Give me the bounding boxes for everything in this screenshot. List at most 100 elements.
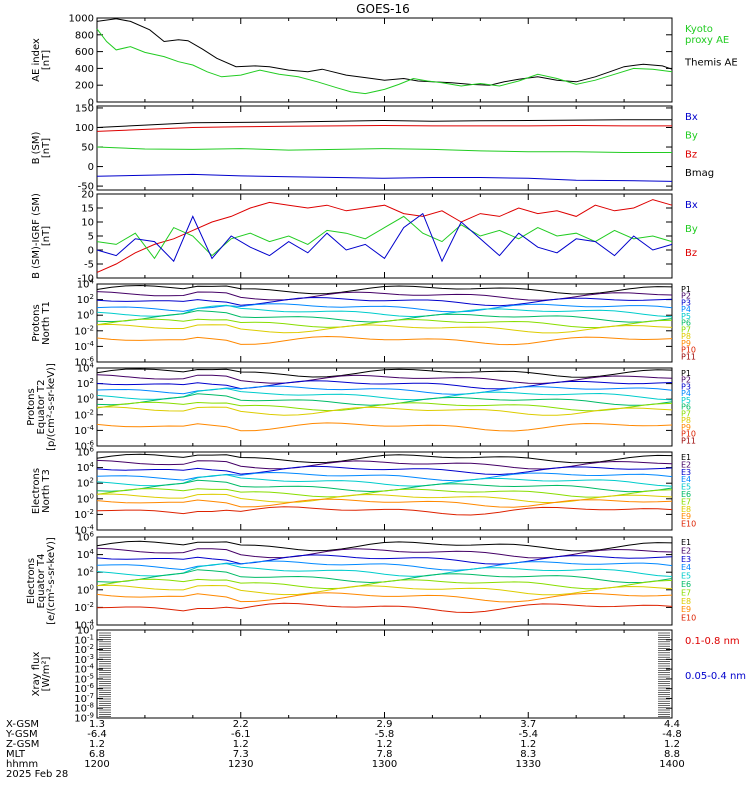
legend-p11: P11: [681, 436, 696, 445]
y-tick-label: 400: [75, 64, 94, 75]
band-e10: [96, 602, 673, 614]
y-tick-label: 10-8: [74, 702, 94, 715]
panel-xray: [96, 629, 673, 719]
y-tick-label: 800: [75, 30, 94, 41]
band-p5: [96, 387, 673, 401]
panel-bdiff: [96, 193, 673, 279]
ephem-value: 7.3: [233, 749, 249, 760]
y-tick-label: 150: [75, 103, 94, 114]
y-axis-label: B (SM): [31, 131, 42, 164]
ephem-value: 1300: [372, 759, 397, 770]
band-e3: [96, 554, 673, 565]
y-axis-label: Electrons: [31, 468, 42, 514]
legend-bx: Bx: [685, 200, 698, 211]
ephem-value: -6.4: [87, 729, 107, 740]
legend-p7: P7: [681, 409, 691, 418]
legend-e8: E8: [681, 505, 691, 514]
series-kyoto-proxy-ae: [96, 28, 673, 95]
ephem-value: 1.3: [89, 719, 105, 730]
legend-e9: E9: [681, 512, 691, 521]
panel-pe: [96, 367, 673, 447]
band-e6: [96, 569, 673, 584]
ephem-value: 1.2: [377, 739, 393, 750]
legend-e9: E9: [681, 605, 691, 614]
date-label: 2025 Feb 28: [6, 769, 68, 780]
y-tick-label: 10-7: [74, 692, 94, 705]
legend-p2: P2: [681, 292, 691, 301]
y-tick-label: 20: [81, 190, 94, 201]
y-tick-label: 106: [77, 446, 95, 459]
legend-e7: E7: [681, 588, 691, 597]
band-e4: [96, 560, 673, 571]
y-axis-label: [e/(cm²-s-sr-keV)]: [46, 537, 57, 625]
band-p7: [96, 318, 673, 329]
legend-e2: E2: [681, 460, 691, 469]
legend-e10: E10: [681, 614, 696, 623]
band-p1: [96, 368, 673, 378]
ephem-value: 1200: [84, 759, 109, 770]
legend-e6: E6: [681, 580, 691, 589]
band-p2: [96, 291, 673, 301]
y-tick-label: 10-2: [74, 601, 94, 614]
legend-p8: P8: [681, 332, 691, 341]
ephem-value: 8.8: [664, 749, 680, 760]
legend-p5: P5: [681, 312, 691, 321]
ephem-value: 7.8: [377, 749, 393, 760]
y-tick-label: -10: [78, 274, 94, 285]
legend-e6: E6: [681, 490, 691, 499]
band-p4: [96, 303, 673, 313]
panel-frame: [96, 193, 673, 279]
y-axis-label: B (SM)-IGRF (SM): [31, 193, 42, 279]
ephem-value: -5.4: [518, 729, 538, 740]
y-axis-label: Electrons: [26, 558, 37, 604]
legend-p3: P3: [681, 298, 691, 307]
band-e1: [96, 540, 673, 552]
band-e5: [96, 563, 673, 577]
panel-frame: [96, 367, 673, 447]
legend-e2: E2: [681, 546, 691, 555]
y-axis-label: Xray flux: [31, 652, 42, 697]
legend-p1: P1: [681, 369, 691, 378]
y-axis-label: [nT]: [41, 226, 52, 246]
y-tick-label: 104: [77, 362, 95, 375]
ephem-value: 1.2: [520, 739, 536, 750]
y-axis-label: Protons: [26, 388, 37, 425]
band-e7: [96, 578, 673, 590]
band-p6: [96, 393, 673, 406]
ephem-value: -5.8: [375, 729, 395, 740]
y-tick-label: 10: [81, 218, 94, 229]
legend-p4: P4: [681, 305, 691, 314]
y-tick-label: 10-2: [74, 324, 94, 337]
y-tick-label: 10-4: [74, 619, 94, 632]
legend-e1: E1: [681, 453, 691, 462]
y-tick-label: 10-6: [74, 440, 94, 453]
legend-p6: P6: [681, 403, 691, 412]
legend-p2: P2: [681, 376, 691, 385]
band-p9: [96, 422, 673, 432]
y-axis-label: Equator T4: [36, 554, 47, 609]
legend-p5: P5: [681, 396, 691, 405]
series-bmag: [96, 119, 672, 128]
y-axis-label: Equator T2: [36, 380, 47, 435]
band-p1: [96, 284, 673, 295]
y-tick-label: 10-2: [74, 508, 94, 521]
band-e3: [96, 465, 673, 476]
legend-p3: P3: [681, 382, 691, 391]
band-e10: [96, 506, 673, 516]
y-tick-label: -50: [78, 182, 94, 193]
ephem-value: 2.2: [233, 719, 249, 730]
y-tick-label: 0: [88, 246, 94, 257]
y-tick-label: 50: [81, 143, 94, 154]
band-p3: [96, 296, 673, 307]
y-tick-label: 100: [77, 583, 94, 596]
band-e2: [96, 459, 673, 470]
legend-e4: E4: [681, 475, 691, 484]
y-tick-label: 10-3: [74, 653, 94, 666]
y-tick-label: 10-4: [74, 340, 94, 353]
y-tick-label: 10-6: [74, 682, 94, 695]
band-p9: [96, 335, 673, 346]
series-by: [96, 146, 672, 153]
ephem-value: 1.2: [233, 739, 249, 750]
